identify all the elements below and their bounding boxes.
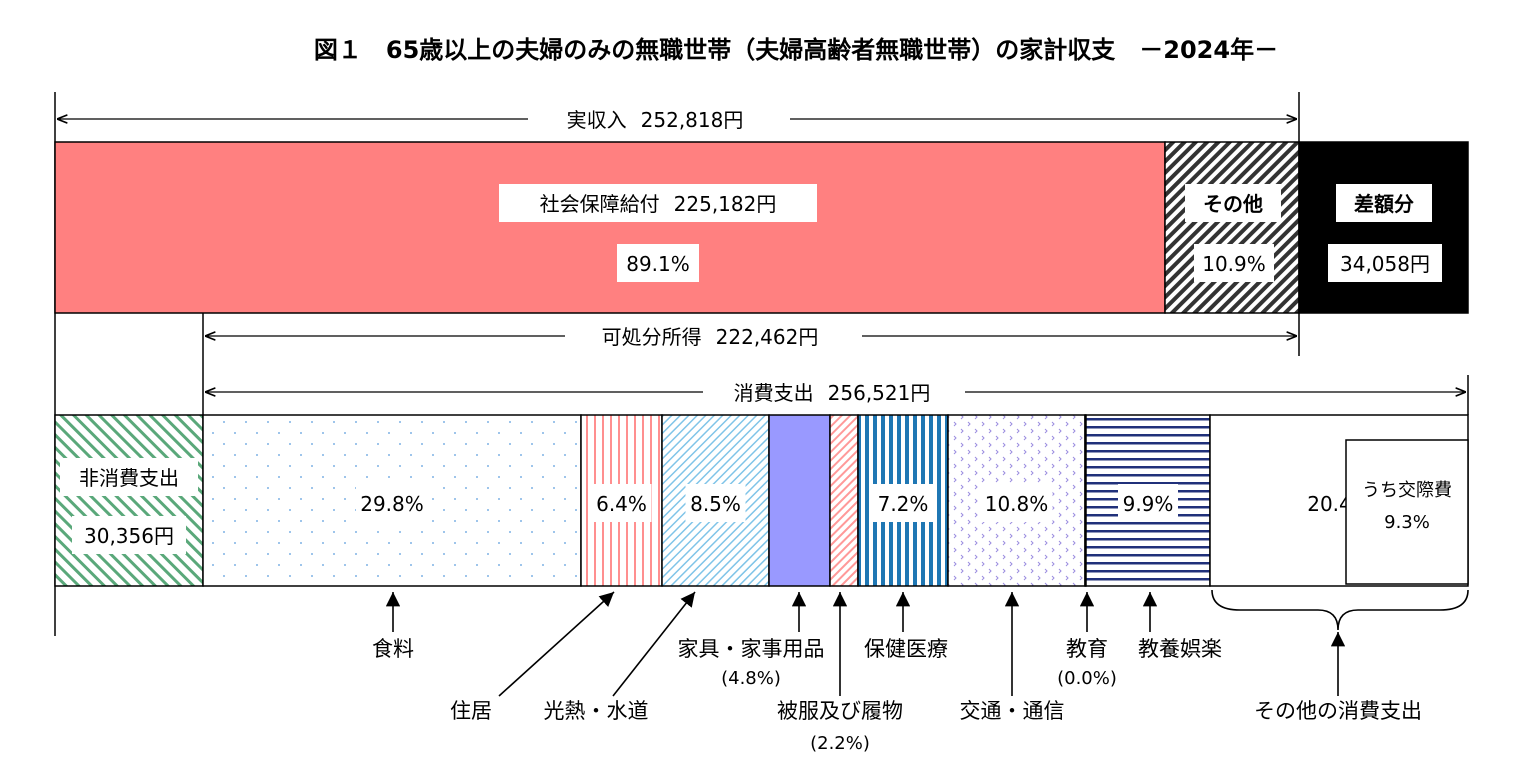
pct-label-utilities: 8.5% xyxy=(690,492,741,516)
category-pct-education: (0.0%) xyxy=(1057,668,1117,689)
segment-other-income xyxy=(1164,141,1300,314)
label-box-non-consumption-value xyxy=(72,516,186,554)
social-security-percent: 89.1% xyxy=(626,252,690,276)
label-box-social-security xyxy=(499,184,817,222)
pct-label-culture: 9.9% xyxy=(1123,492,1174,516)
category-label-utilities: 光熱・水道 xyxy=(544,699,649,723)
pct-box-housing xyxy=(591,484,652,522)
pct-label-transport: 10.8% xyxy=(985,492,1049,516)
category-label-culture: 教養娯楽 xyxy=(1138,637,1222,661)
disposable-income-label: 可処分所得 222,462円 xyxy=(602,325,819,349)
pct-box-food xyxy=(356,484,428,522)
category-label-furniture: 家具・家事用品 xyxy=(678,637,825,661)
callout-arrow-housing xyxy=(498,591,615,697)
pct-label-housing: 6.4% xyxy=(596,492,647,516)
pct-box-utilities xyxy=(685,484,746,522)
income-bar: 社会保障給付 225,182円 89.1% その他 10.9% 差額分 34,05… xyxy=(54,141,1469,314)
consumption-bar: 非消費支出 30,356円 xyxy=(54,414,204,587)
pct-label-food: 29.8% xyxy=(360,492,424,516)
category-pct-clothing: (2.2%) xyxy=(810,733,870,754)
segment-clothing xyxy=(829,414,859,587)
segment-social-security xyxy=(54,141,1166,314)
segment-non-consumption xyxy=(54,414,204,587)
segment-furniture xyxy=(768,414,831,587)
pct-label-healthcare: 7.2% xyxy=(878,492,929,516)
category-label-education: 教育 xyxy=(1066,637,1108,661)
non-consumption-value: 30,356円 xyxy=(84,524,174,548)
category-label-transport: 交通・通信 xyxy=(960,699,1065,723)
sub-item-box xyxy=(1345,439,1469,585)
sub-item-percent: 9.3% xyxy=(1384,512,1430,533)
segment-deficit xyxy=(1298,141,1469,314)
pct-box-transport xyxy=(980,484,1053,522)
label-box-deficit-value xyxy=(1328,244,1442,282)
category-label-housing: 住居 xyxy=(450,699,492,723)
label-box-social-pct xyxy=(617,244,699,282)
pct-box-healthcare xyxy=(873,484,933,522)
other-income-percent: 10.9% xyxy=(1202,252,1266,276)
callout-arrow-utilities xyxy=(612,591,696,697)
consumption-total-label: 消費支出 256,521円 xyxy=(734,381,931,405)
social-security-label: 社会保障給付 225,182円 xyxy=(540,192,777,216)
label-box-non-consumption xyxy=(60,458,198,496)
deficit-label: 差額分 xyxy=(1354,192,1414,216)
category-label-clothing: 被服及び履物 xyxy=(777,699,903,723)
deficit-value: 34,058円 xyxy=(1340,252,1430,276)
label-box-deficit xyxy=(1336,184,1432,222)
sub-item-label: うち交際費 xyxy=(1362,480,1452,501)
label-box-other-pct xyxy=(1194,244,1274,282)
other-consumption-brace xyxy=(1211,589,1469,631)
chart-title: 図１ 65歳以上の夫婦のみの無職世帯（夫婦高齢者無職世帯）の家計収支 －2024… xyxy=(314,36,1278,64)
label-box-other xyxy=(1185,184,1281,222)
other-income-label: その他 xyxy=(1203,192,1263,216)
category-label-other-consumption: その他の消費支出 xyxy=(1254,699,1422,723)
category-label-healthcare: 保健医療 xyxy=(864,637,948,661)
non-consumption-label: 非消費支出 xyxy=(79,466,179,490)
category-label-food: 食料 xyxy=(372,637,414,661)
category-pct-furniture: (4.8%) xyxy=(721,668,781,689)
pct-box-culture xyxy=(1118,484,1178,522)
income-total-label: 実収入 252,818円 xyxy=(567,108,744,132)
